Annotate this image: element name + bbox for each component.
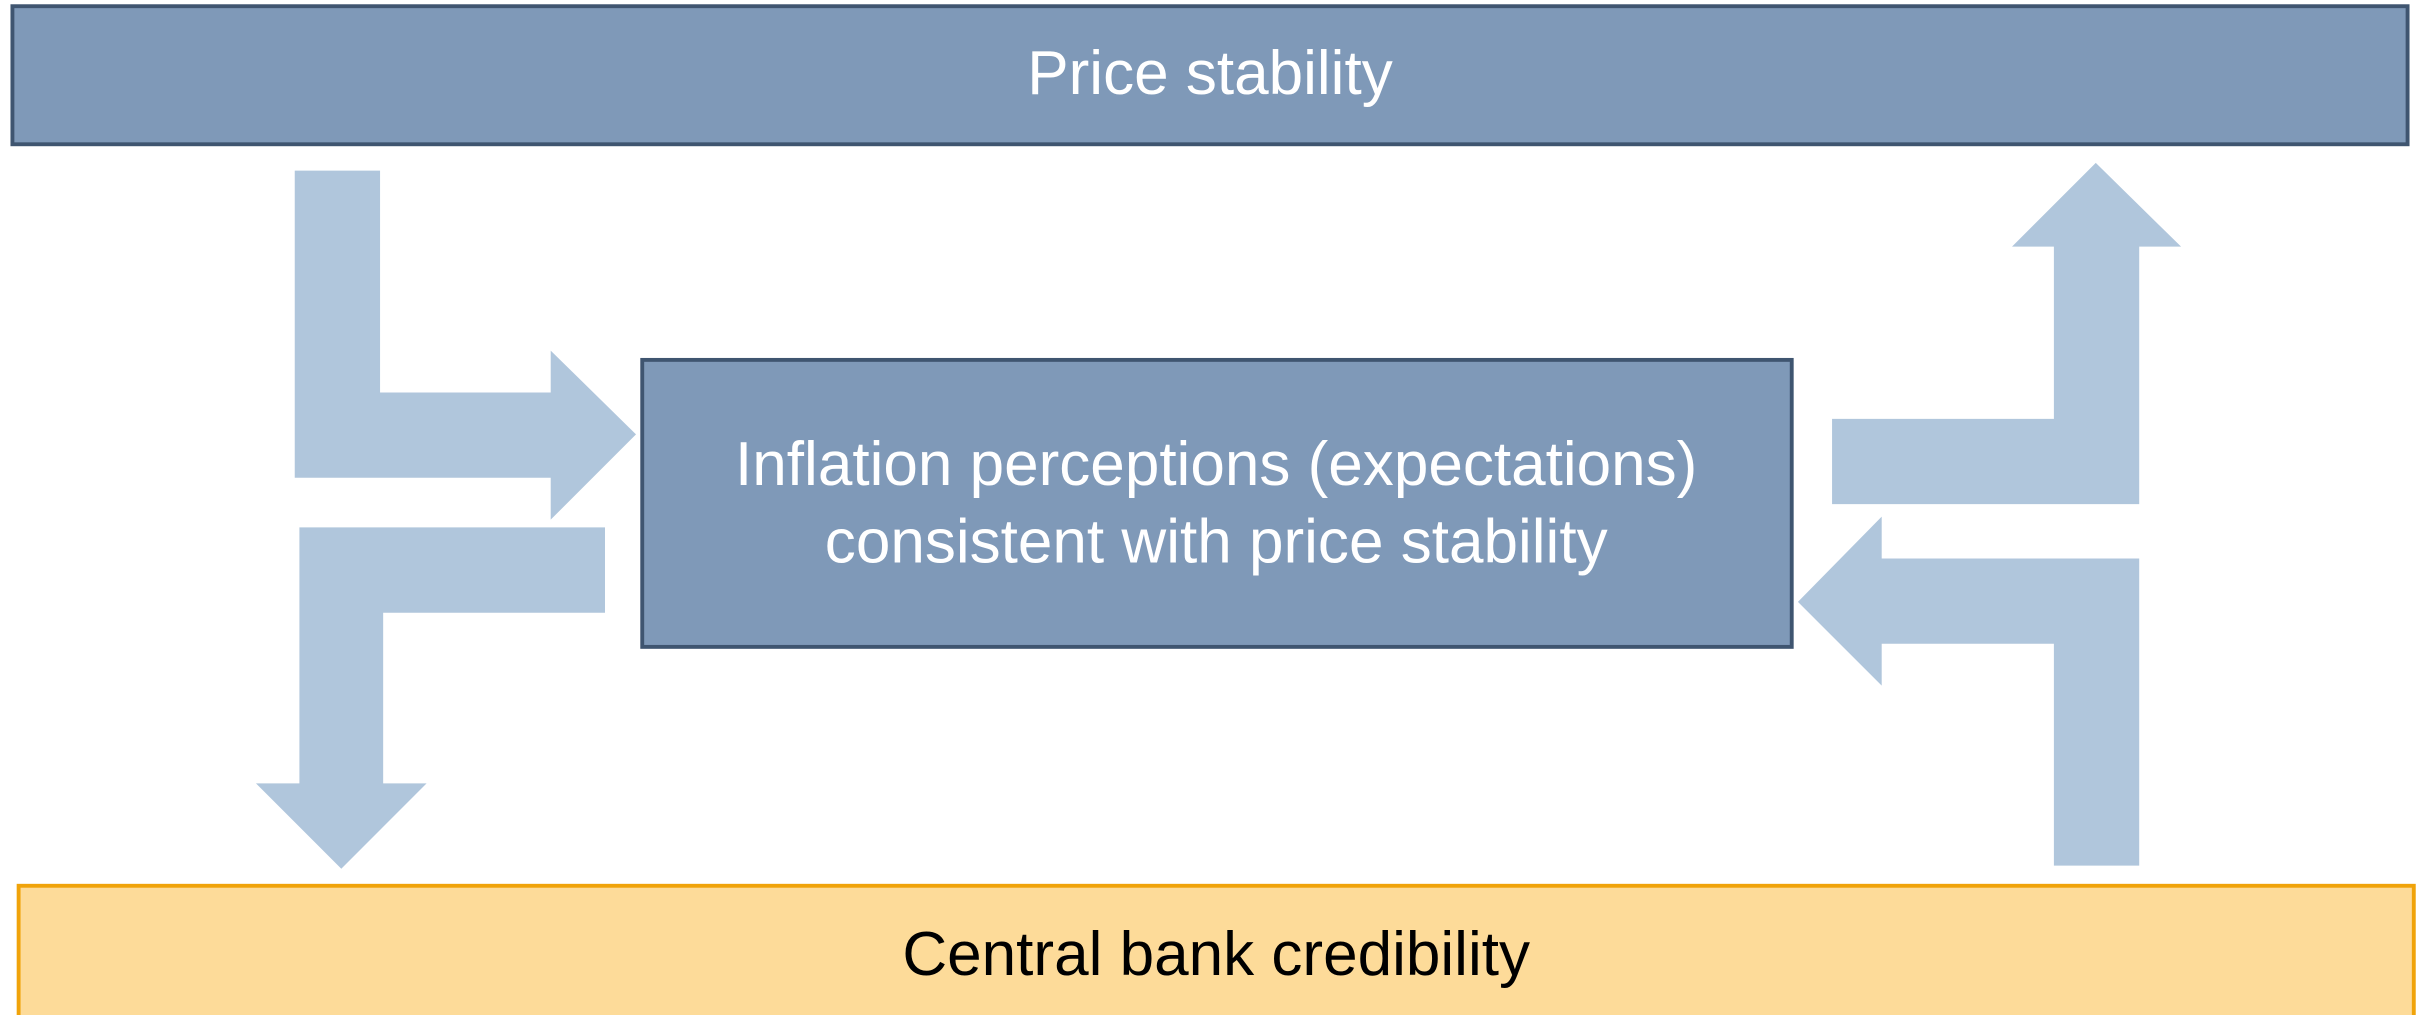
top-box-label: Price stability bbox=[1027, 39, 1393, 108]
arrow bbox=[255, 527, 606, 869]
arrow bbox=[1797, 516, 2140, 866]
bottom-box-label: Central bank credibility bbox=[902, 920, 1530, 989]
bottom-box bbox=[16, 883, 2416, 1015]
middle-box bbox=[640, 357, 1794, 649]
arrow bbox=[294, 170, 637, 520]
top-box bbox=[10, 4, 2410, 147]
middle-box-line: Inflation perceptions (expectations) bbox=[735, 430, 1697, 499]
middle-box-line: consistent with price stability bbox=[825, 507, 1608, 576]
arrow bbox=[1832, 162, 2182, 505]
